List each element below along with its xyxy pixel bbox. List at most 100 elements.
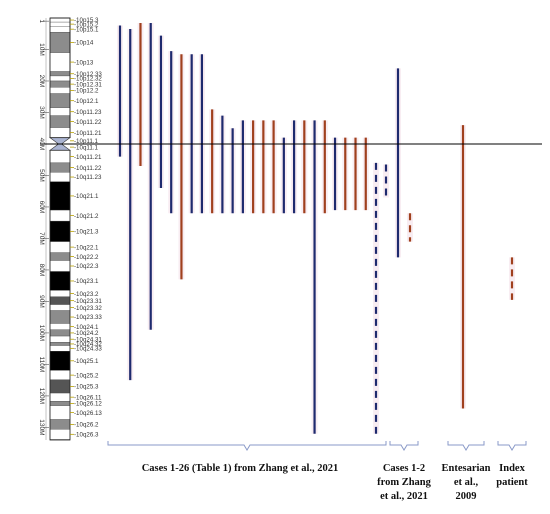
band-label-10q22.3: -10q22.3 xyxy=(74,263,99,270)
band-10q22.3 xyxy=(49,260,71,272)
band-10q24.31 xyxy=(49,335,71,343)
band-label-10p12.33: -10p12.33 xyxy=(74,71,102,78)
band-10q26.11 xyxy=(49,392,71,402)
band-10p12.2 xyxy=(49,87,71,94)
band-10q25.1 xyxy=(49,351,71,371)
megabase-label: 60M xyxy=(38,201,45,214)
band-10q24.33 xyxy=(49,345,71,352)
group-bracket-2 xyxy=(389,441,419,451)
megabase-label: 50M xyxy=(38,169,45,182)
band-10q25.2 xyxy=(49,370,71,381)
band-label-10q23.33: -10q23.33 xyxy=(74,314,102,321)
band-10q22.2 xyxy=(49,252,71,261)
band-10q23.1 xyxy=(49,271,71,291)
band-10p12.32 xyxy=(49,75,71,82)
band-label-10q11.23: -10q11.23 xyxy=(74,174,102,181)
band-10q21.2 xyxy=(49,209,71,222)
band-10q21.3 xyxy=(49,220,71,242)
band-10q24.32 xyxy=(49,342,71,346)
band-label-10q25.3: -10q25.3 xyxy=(74,384,99,391)
band-labels: -10p15.3-10p15.2-10p15.1 -10p14 -10p13 -10p… xyxy=(70,17,102,439)
megabase-label: 80M xyxy=(38,264,45,277)
megabase-label: 30M xyxy=(38,106,45,119)
band-10q26.13 xyxy=(49,405,71,420)
band-label-10q11.21: -10q11.21 xyxy=(74,154,102,161)
group-bracket-3 xyxy=(447,441,485,451)
band-10q25.3 xyxy=(49,379,71,394)
band-10p11.1 xyxy=(49,137,71,145)
group-label-1: Cases 1-26 (Table 1) from Zhang et al., … xyxy=(142,463,339,474)
chromosome-ideogram xyxy=(49,17,71,441)
group-label-4: Index xyxy=(499,463,525,474)
group-label-4: patient xyxy=(496,477,528,488)
band-10q22.1 xyxy=(49,241,71,253)
band-label-10q26.3: -10q26.3 xyxy=(74,432,99,439)
band-label-10p14: -10p14 xyxy=(74,40,94,47)
band-10q26.2 xyxy=(49,419,71,430)
band-label-10p15.3: -10p15.3 xyxy=(74,17,99,24)
band-10p15.1 xyxy=(49,26,71,33)
band-label-10q23.1: -10q23.1 xyxy=(74,278,99,285)
megabase-label: 110M xyxy=(38,357,45,373)
band-10q23.31 xyxy=(49,296,71,305)
band-10p11.23 xyxy=(49,107,71,116)
band-label-10q26.13: -10q26.13 xyxy=(74,410,102,417)
band-10p11.21 xyxy=(49,127,71,138)
band-label-10q21.1: -10q21.1 xyxy=(74,193,99,200)
band-label-10p11.21: -10p11.21 xyxy=(74,130,102,137)
band-label-10q25.2: -10q25.2 xyxy=(74,372,99,379)
band-10q11.1 xyxy=(49,143,71,151)
group-label-2: et al., 2021 xyxy=(380,491,428,502)
deletion-segments xyxy=(117,23,515,434)
megabase-label: 130M xyxy=(38,419,45,435)
band-10q26.12 xyxy=(49,401,71,406)
band-label-10q24.32: -10q24.32 xyxy=(74,341,102,348)
band-label-10q22.2: -10q22.2 xyxy=(74,254,99,261)
band-label-10q23.31: -10q23.31 xyxy=(74,298,102,305)
band-label-10q26.12: -10q26.12 xyxy=(74,401,102,408)
band-10p12.1 xyxy=(49,93,71,108)
band-10p12.33 xyxy=(49,71,71,77)
band-label-10p12.2: -10p12.2 xyxy=(74,88,99,95)
band-label-10q24.31: -10q24.31 xyxy=(74,336,102,343)
megabase-label: 120M xyxy=(38,388,45,404)
group-label-2: from Zhang xyxy=(377,477,432,488)
band-10q11.23 xyxy=(49,172,71,182)
band-label-10q26.2: -10q26.2 xyxy=(74,422,99,429)
case-groups: Cases 1-26 (Table 1) from Zhang et al., … xyxy=(107,441,528,502)
group-label-3: Entesarian xyxy=(441,463,490,474)
megabase-label: 90M xyxy=(38,295,45,308)
band-label-10p15.1: -10p15.1 xyxy=(74,26,99,33)
group-label-2: Cases 1-2 xyxy=(383,463,425,474)
band-label-10q22.1: -10q22.1 xyxy=(74,244,99,251)
band-10p13 xyxy=(49,52,71,72)
megabase-label: 1 xyxy=(38,19,45,23)
band-label-10p11.1: -10p11.1 xyxy=(74,138,99,145)
band-10q23.33 xyxy=(49,310,71,324)
band-label-10q24.1: -10q24.1 xyxy=(74,324,99,331)
band-label-10p15.2: -10p15.2 xyxy=(74,21,99,28)
band-label-10q11.22: -10q11.22 xyxy=(74,165,102,172)
band-label-10p12.1: -10p12.1 xyxy=(74,98,99,105)
band-label-10q25.1: -10q25.1 xyxy=(74,358,99,365)
band-label-10q24.33: -10q24.33 xyxy=(74,346,102,353)
band-label-10q24.2: -10q24.2 xyxy=(74,330,99,337)
band-label-10q21.2: -10q21.2 xyxy=(74,213,99,220)
p-arm-border xyxy=(49,17,71,139)
band-label-10p11.23: -10p11.23 xyxy=(74,109,102,116)
band-10q11.21 xyxy=(49,150,71,164)
band-10p15.2 xyxy=(49,21,71,27)
band-10q26.3 xyxy=(49,429,71,440)
band-10p11.22 xyxy=(49,115,71,128)
band-10p14 xyxy=(49,31,71,53)
band-label-10p12.31: -10p12.31 xyxy=(74,81,102,88)
band-10q24.1 xyxy=(49,323,71,330)
band-10q23.2 xyxy=(49,290,71,297)
band-label-10p11.22: -10p11.22 xyxy=(74,119,102,126)
band-10q24.2 xyxy=(49,329,71,337)
megabase-ticks: 110M20M30M40M50M60M70M80M90M100M110M120M… xyxy=(38,18,49,440)
q-arm-border xyxy=(49,149,71,441)
band-label-10p13: -10p13 xyxy=(74,59,94,66)
band-label-10q21.3: -10q21.3 xyxy=(74,229,99,236)
